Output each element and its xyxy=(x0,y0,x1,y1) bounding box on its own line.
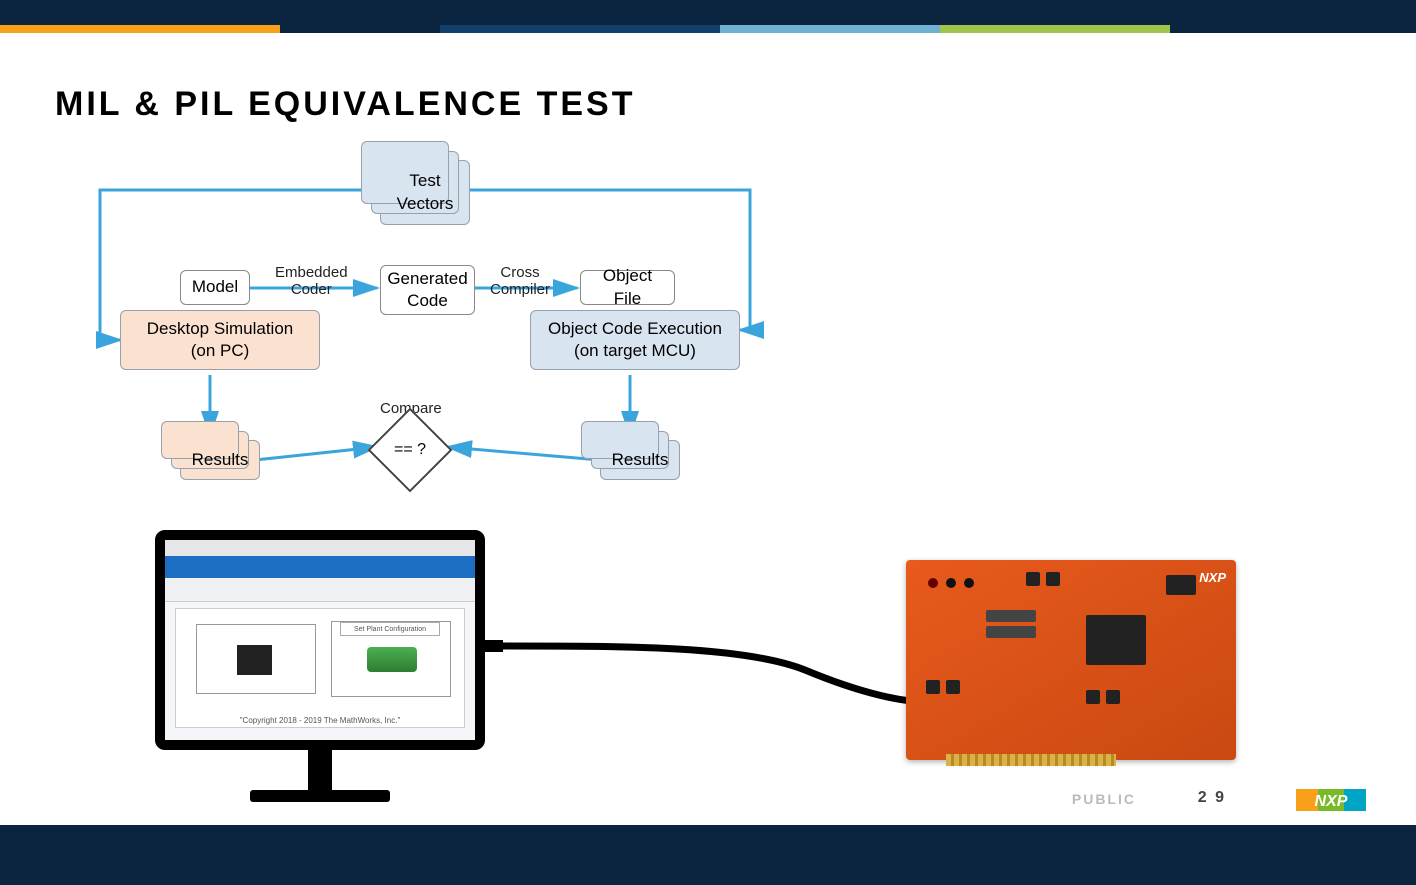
monitor-stand-icon xyxy=(235,750,405,810)
node-generated-code: GeneratedCode xyxy=(380,265,475,315)
label: TestVectors xyxy=(397,170,454,214)
label: GeneratedCode xyxy=(387,268,467,312)
node-test-vectors: TestVectors xyxy=(380,160,470,225)
monitor-illustration: Set Plant Configuration "Copyright 2018 … xyxy=(155,530,485,810)
label: Results xyxy=(612,449,669,471)
node-model: Model xyxy=(180,270,250,305)
page-number: 2 9 xyxy=(1198,789,1226,807)
edge-cross-compiler: CrossCompiler xyxy=(490,264,550,298)
board-logo: NXP xyxy=(1199,570,1226,585)
accent-bar xyxy=(0,25,1416,33)
label: Model xyxy=(192,276,238,298)
dev-board: NXP xyxy=(906,560,1236,760)
public-label: PUBLIC xyxy=(1072,791,1136,807)
label: Results xyxy=(192,449,249,471)
edge-embedded-coder: EmbeddedCoder xyxy=(275,264,348,298)
page-title: MIL & PIL EQUIVALENCE TEST xyxy=(55,85,636,124)
node-desktop-sim: Desktop Simulation(on PC) xyxy=(120,310,320,370)
usb-cable-icon xyxy=(485,640,945,720)
nxp-logo-icon: NXP xyxy=(1296,785,1366,815)
label: Object File xyxy=(587,265,668,309)
monitor-screen: Set Plant Configuration "Copyright 2018 … xyxy=(155,530,485,750)
node-results-left: Results xyxy=(180,440,260,480)
label: == ? xyxy=(394,441,426,459)
node-results-right: Results xyxy=(600,440,680,480)
topbar xyxy=(0,0,1416,25)
monitor-caption: "Copyright 2018 - 2019 The MathWorks, In… xyxy=(176,716,464,725)
label: Desktop Simulation(on PC) xyxy=(147,318,293,362)
svg-text:NXP: NXP xyxy=(1315,793,1348,810)
bottom-bar xyxy=(0,825,1416,885)
node-object-exec: Object Code Execution(on target MCU) xyxy=(530,310,740,370)
label: Object Code Execution(on target MCU) xyxy=(548,318,722,362)
node-object-file: Object File xyxy=(580,270,675,305)
flowchart: TestVectors Model Desktop Simulation(on … xyxy=(90,140,770,510)
